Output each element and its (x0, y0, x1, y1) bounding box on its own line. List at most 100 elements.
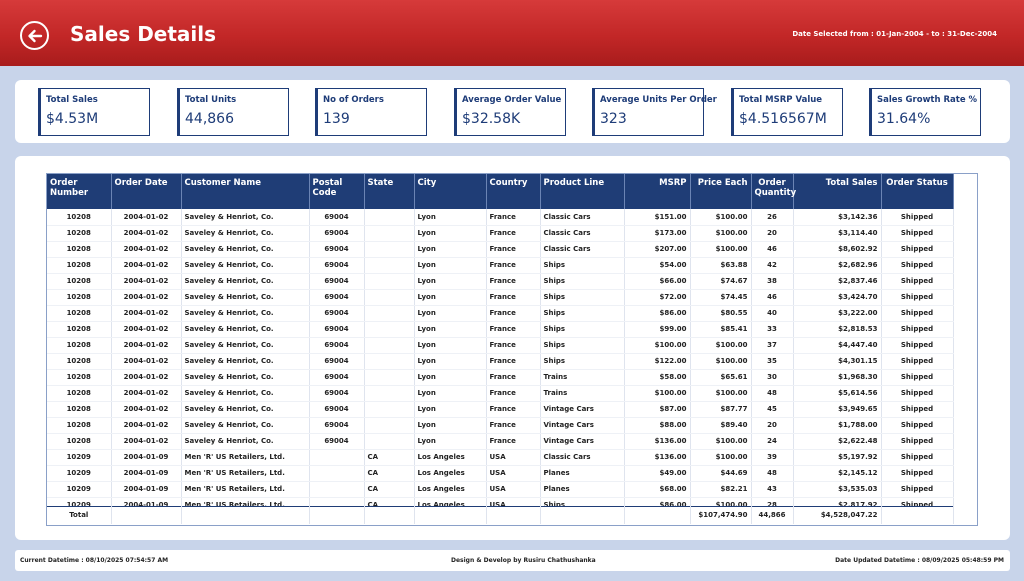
cell-msrp: $100.00 (624, 337, 691, 354)
cell-total-sales: $3,142.36 (793, 209, 882, 226)
cell-state (364, 321, 415, 338)
table-row[interactable]: 10208 2004-01-02 Saveley & Henriot, Co. 690… (47, 209, 954, 226)
cell-postal-code: 69004 (309, 289, 365, 306)
kpi-value: $32.58K (462, 111, 521, 127)
column-header-state[interactable]: State (364, 174, 415, 209)
cell-city: Lyon (414, 225, 487, 242)
cell-city: Lyon (414, 353, 487, 370)
cell-postal-code: 69004 (309, 433, 365, 450)
cell-country: France (486, 433, 541, 450)
cell-state (364, 417, 415, 434)
table-row[interactable]: 10209 2004-01-09 Men 'R' US Retailers, Ltd… (47, 481, 954, 498)
table-row[interactable]: 10208 2004-01-02 Saveley & Henriot, Co. 690… (47, 337, 954, 354)
cell-msrp: $66.00 (624, 273, 691, 290)
table-row[interactable]: 10208 2004-01-02 Saveley & Henriot, Co. 690… (47, 321, 954, 338)
cell-order-quantity: 26 (751, 209, 794, 226)
cell-order-quantity: 46 (751, 289, 794, 306)
cell-total-sales: $4,447.40 (793, 337, 882, 354)
table-row[interactable]: 10208 2004-01-02 Saveley & Henriot, Co. 690… (47, 273, 954, 290)
sales-table[interactable]: Order Number Order Date Customer Name Po… (46, 173, 978, 526)
total-price-each: $107,474.90 (690, 506, 752, 524)
table-row[interactable]: 10208 2004-01-02 Saveley & Henriot, Co. 690… (47, 417, 954, 434)
cell-postal-code: 69004 (309, 337, 365, 354)
cell-country: USA (486, 481, 541, 498)
cell-city: Lyon (414, 337, 487, 354)
table-row[interactable]: 10208 2004-01-02 Saveley & Henriot, Co. 690… (47, 257, 954, 274)
cell-total-sales: $2,622.48 (793, 433, 882, 450)
cell-order-quantity: 28 (751, 497, 794, 506)
table-row[interactable]: 10208 2004-01-02 Saveley & Henriot, Co. 690… (47, 289, 954, 306)
back-button[interactable] (20, 21, 49, 50)
cell-price-each: $44.69 (690, 465, 752, 482)
cell-state (364, 369, 415, 386)
cell-state (364, 385, 415, 402)
table-row[interactable]: 10209 2004-01-09 Men 'R' US Retailers, Ltd… (47, 497, 954, 506)
cell-state (364, 257, 415, 274)
cell-total-sales: $3,222.00 (793, 305, 882, 322)
cell-postal-code (309, 481, 365, 498)
page-title: Sales Details (70, 22, 217, 46)
kpi-total-units: Total Units 44,866 (177, 88, 289, 136)
kpi-value: $4.516567M (739, 111, 827, 127)
cell-product-line: Classic Cars (540, 241, 625, 258)
table-row[interactable]: 10208 2004-01-02 Saveley & Henriot, Co. 690… (47, 353, 954, 370)
table-row[interactable]: 10209 2004-01-09 Men 'R' US Retailers, Ltd… (47, 449, 954, 466)
cell-order-number: 10208 (47, 337, 112, 354)
table-row[interactable]: 10208 2004-01-02 Saveley & Henriot, Co. 690… (47, 225, 954, 242)
cell-price-each: $89.40 (690, 417, 752, 434)
cell-state (364, 353, 415, 370)
column-header-city[interactable]: City (414, 174, 487, 209)
column-header-postal-code[interactable]: Postal Code (309, 174, 365, 209)
cell-city: Los Angeles (414, 497, 487, 506)
cell-order-date: 2004-01-02 (111, 273, 182, 290)
column-header-country[interactable]: Country (486, 174, 541, 209)
cell-city: Lyon (414, 273, 487, 290)
cell-price-each: $100.00 (690, 449, 752, 466)
cell-customer-name: Saveley & Henriot, Co. (181, 289, 310, 306)
cell-order-date: 2004-01-02 (111, 401, 182, 418)
cell-city: Los Angeles (414, 481, 487, 498)
total-empty-cell (309, 506, 365, 524)
cell-order-status: Shipped (881, 449, 954, 466)
cell-order-number: 10209 (47, 465, 112, 482)
cell-order-quantity: 39 (751, 449, 794, 466)
column-header-order-status[interactable]: Order Status (881, 174, 954, 209)
column-header-product-line[interactable]: Product Line (540, 174, 625, 209)
cell-order-quantity: 20 (751, 225, 794, 242)
cell-order-number: 10208 (47, 225, 112, 242)
table-row[interactable]: 10208 2004-01-02 Saveley & Henriot, Co. 690… (47, 241, 954, 258)
cell-total-sales: $8,602.92 (793, 241, 882, 258)
cell-country: USA (486, 465, 541, 482)
kpi-panel: Total Sales $4.53M Total Units 44,866 No… (15, 80, 1010, 143)
cell-order-number: 10208 (47, 273, 112, 290)
table-row[interactable]: 10208 2004-01-02 Saveley & Henriot, Co. 690… (47, 369, 954, 386)
column-header-total-sales[interactable]: Total Sales (793, 174, 882, 209)
column-header-order-date[interactable]: Order Date (111, 174, 182, 209)
cell-price-each: $85.41 (690, 321, 752, 338)
kpi-value: 31.64% (877, 111, 931, 127)
cell-order-status: Shipped (881, 225, 954, 242)
cell-order-date: 2004-01-02 (111, 369, 182, 386)
table-row[interactable]: 10208 2004-01-02 Saveley & Henriot, Co. 690… (47, 401, 954, 418)
column-header-order-number[interactable]: Order Number (47, 174, 112, 209)
cell-total-sales: $2,682.96 (793, 257, 882, 274)
cell-country: France (486, 337, 541, 354)
table-row[interactable]: 10208 2004-01-02 Saveley & Henriot, Co. 690… (47, 305, 954, 322)
cell-product-line: Ships (540, 353, 625, 370)
column-header-customer-name[interactable]: Customer Name (181, 174, 310, 209)
kpi-no-of-orders: No of Orders 139 (315, 88, 427, 136)
table-body-viewport[interactable]: 10208 2004-01-02 Saveley & Henriot, Co. 690… (47, 209, 977, 506)
column-header-price-each[interactable]: Price Each (690, 174, 752, 209)
total-label: Total (47, 506, 112, 524)
cell-order-number: 10209 (47, 481, 112, 498)
column-header-msrp[interactable]: MSRP (624, 174, 691, 209)
cell-country: USA (486, 449, 541, 466)
cell-state (364, 273, 415, 290)
table-row[interactable]: 10209 2004-01-09 Men 'R' US Retailers, Ltd… (47, 465, 954, 482)
table-row[interactable]: 10208 2004-01-02 Saveley & Henriot, Co. 690… (47, 385, 954, 402)
cell-customer-name: Saveley & Henriot, Co. (181, 417, 310, 434)
cell-postal-code: 69004 (309, 321, 365, 338)
column-header-order-quantity[interactable]: Order Quantity (751, 174, 796, 209)
table-row[interactable]: 10208 2004-01-02 Saveley & Henriot, Co. 690… (47, 433, 954, 450)
cell-country: France (486, 209, 541, 226)
